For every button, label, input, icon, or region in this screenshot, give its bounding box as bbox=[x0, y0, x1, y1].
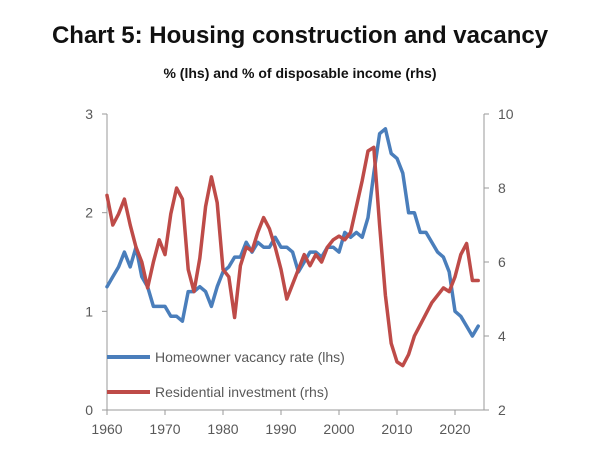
x-tick-label: 2000 bbox=[323, 421, 354, 437]
x-tick-label: 2010 bbox=[381, 421, 412, 437]
chart-title: Chart 5: Housing construction and vacanc… bbox=[51, 22, 549, 49]
x-tick-label: 1990 bbox=[265, 421, 296, 437]
right-tick-label: 10 bbox=[498, 106, 514, 122]
legend-label-vacancy-rate: Homeowner vacancy rate (lhs) bbox=[155, 349, 345, 365]
x-tick-label: 1960 bbox=[91, 421, 122, 437]
series-line-vacancy-rate bbox=[105, 127, 480, 338]
left-tick-label: 2 bbox=[85, 205, 93, 221]
series-line-residential-investment bbox=[105, 145, 480, 368]
right-tick-label: 4 bbox=[498, 328, 506, 344]
left-tick-label: 3 bbox=[85, 106, 93, 122]
left-tick-label: 1 bbox=[85, 303, 93, 319]
legend-label-residential-investment: Residential investment (rhs) bbox=[155, 384, 329, 400]
right-tick-label: 8 bbox=[498, 180, 506, 196]
x-tick-label: 1980 bbox=[207, 421, 238, 437]
right-tick-label: 2 bbox=[498, 402, 506, 418]
series-layer bbox=[105, 127, 480, 368]
x-tick-label: 2020 bbox=[439, 421, 470, 437]
chart-subtitle: % (lhs) and % of disposable income (rhs) bbox=[163, 65, 437, 81]
right-tick-label: 6 bbox=[498, 254, 506, 270]
x-tick-label: 1970 bbox=[149, 421, 180, 437]
axes: 0 1 2 3 2 4 6 8 10 1960 1970 1980 1990 2000 2010 2020 bbox=[85, 106, 514, 437]
left-tick-label: 0 bbox=[85, 402, 93, 418]
legend: Homeowner vacancy rate (lhs) Residential … bbox=[107, 349, 345, 400]
